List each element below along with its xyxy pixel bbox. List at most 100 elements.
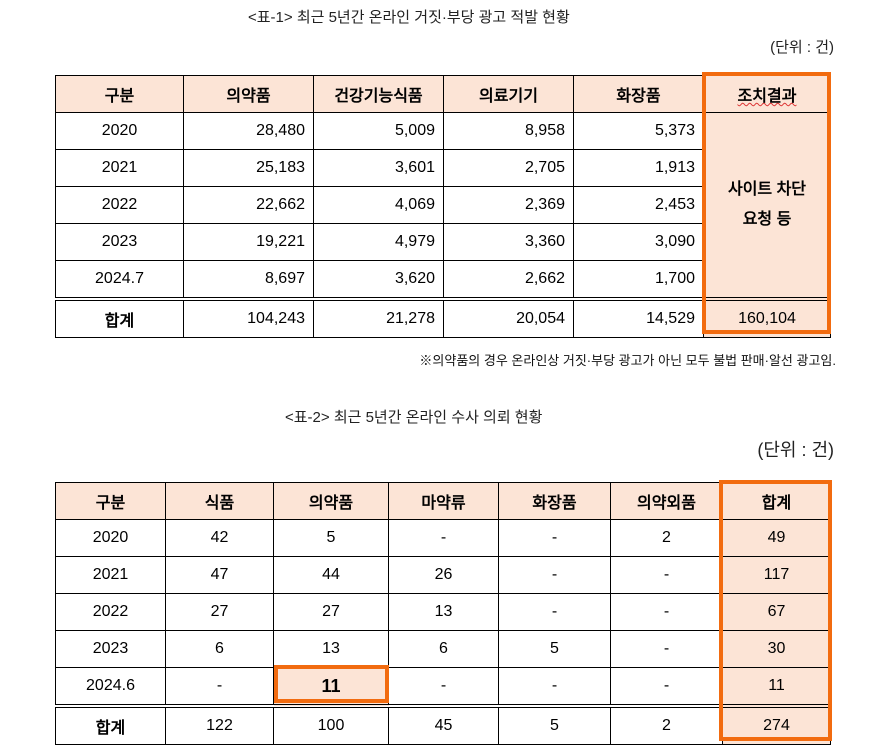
header-cell: 화장품	[573, 75, 704, 113]
value-cell: 22,662	[183, 186, 314, 224]
grand-total-cell: 274	[722, 704, 831, 745]
value-cell: 5,373	[573, 112, 704, 150]
value-cell: 42	[165, 519, 274, 557]
value-cell: 27	[165, 593, 274, 631]
value-cell: -	[498, 593, 611, 631]
total-cell: 20,054	[443, 297, 574, 338]
value-cell: 3,090	[573, 223, 704, 261]
value-cell: 2,705	[443, 149, 574, 187]
table-header-row: 구분 의약품 건강기능식품 의료기기 화장품 조치결과	[55, 75, 831, 113]
sum-cell: 49	[722, 519, 831, 557]
total-cell: 14,529	[573, 297, 704, 338]
table1-caption: <표-1> 최근 5년간 온라인 거짓·부당 광고 적발 현황	[248, 9, 570, 26]
year-cell: 2022	[55, 593, 166, 631]
value-cell: 2,369	[443, 186, 574, 224]
total-cell: 122	[165, 704, 274, 745]
value-cell: 5	[498, 630, 611, 668]
value-cell: -	[498, 556, 611, 594]
action-line-2: 요청 등	[742, 211, 792, 228]
value-cell: 4,979	[313, 223, 444, 261]
table1-note: ※의약품의 경우 온라인상 거짓·부당 광고가 아닌 모두 불법 판매·알선 광…	[419, 353, 836, 368]
total-cell: 100	[273, 704, 389, 745]
value-cell: 1,913	[573, 149, 704, 187]
value-cell: 2	[610, 519, 723, 557]
value-cell: 8,958	[443, 112, 574, 150]
header-cell: 조치결과	[703, 75, 831, 113]
year-cell: 2021	[55, 149, 184, 187]
table-row: 2024.6 - 11 - - - 11	[55, 667, 831, 707]
total-cell: 5	[498, 704, 611, 745]
table-header-row: 구분 식품 의약품 마약류 화장품 의약외품 합계	[55, 482, 831, 520]
header-cell: 구분	[55, 75, 184, 113]
value-cell: 2,453	[573, 186, 704, 224]
year-cell: 2023	[55, 223, 184, 261]
value-cell: 1,700	[573, 260, 704, 300]
year-cell: 2022	[55, 186, 184, 224]
value-cell: 13	[388, 593, 499, 631]
header-cell: 구분	[55, 482, 166, 520]
table1-unit: (단위 : 건)	[770, 39, 834, 56]
action-line-1: 사이트 차단	[727, 181, 807, 198]
value-cell: 26	[388, 556, 499, 594]
value-cell: -	[610, 630, 723, 668]
sum-cell: 30	[722, 630, 831, 668]
grand-total-cell: 160,104	[703, 297, 831, 338]
value-cell: -	[610, 556, 723, 594]
total-row: 합계 104,243 21,278 20,054 14,529 160,104	[55, 297, 831, 338]
total-cell: 21,278	[313, 297, 444, 338]
header-cell: 건강기능식품	[313, 75, 444, 113]
value-cell: 5	[273, 519, 389, 557]
header-cell: 식품	[165, 482, 274, 520]
header-cell: 의약품	[183, 75, 314, 113]
total-cell: 2	[610, 704, 723, 745]
table-row: 2024.7 8,697 3,620 2,662 1,700	[55, 260, 831, 300]
value-cell: 3,620	[313, 260, 444, 300]
value-cell: 6	[165, 630, 274, 668]
value-cell: -	[388, 519, 499, 557]
value-cell: 27	[273, 593, 389, 631]
year-cell: 2024.7	[55, 260, 184, 300]
value-cell: 13	[273, 630, 389, 668]
value-cell: 5,009	[313, 112, 444, 150]
value-cell: -	[165, 667, 274, 707]
value-cell: 6	[388, 630, 499, 668]
value-cell: 25,183	[183, 149, 314, 187]
sum-cell: 11	[722, 667, 831, 707]
year-cell: 2020	[55, 519, 166, 557]
value-cell: 19,221	[183, 223, 314, 261]
total-cell: 45	[388, 704, 499, 745]
table-row: 2022 27 27 13 - - 67	[55, 593, 831, 631]
table-row: 2021 47 44 26 - - 117	[55, 556, 831, 594]
table-row: 2021 25,183 3,601 2,705 1,913	[55, 149, 831, 187]
table-row: 2022 22,662 4,069 2,369 2,453	[55, 186, 831, 224]
year-cell: 2023	[55, 630, 166, 668]
value-cell: 44	[273, 556, 389, 594]
value-cell: -	[388, 667, 499, 707]
value-cell: -	[498, 519, 611, 557]
header-cell: 화장품	[498, 482, 611, 520]
header-cell: 의료기기	[443, 75, 574, 113]
total-cell: 104,243	[183, 297, 314, 338]
year-cell: 2024.6	[55, 667, 166, 707]
total-row: 합계 122 100 45 5 2 274	[55, 704, 831, 745]
header-action-text: 조치결과	[737, 88, 797, 105]
value-cell: -	[610, 593, 723, 631]
table2-unit: (단위 : 건)	[757, 440, 834, 460]
header-cell: 의약외품	[610, 482, 723, 520]
year-cell: 2020	[55, 112, 184, 150]
header-cell: 마약류	[388, 482, 499, 520]
table2-investigation: 구분 식품 의약품 마약류 화장품 의약외품 합계 2020 42 5 - - …	[55, 482, 831, 745]
table-row: 2023 6 13 6 5 - 30	[55, 630, 831, 668]
table1-enforcement: 구분 의약품 건강기능식품 의료기기 화장품 조치결과 2020 28,480 …	[55, 75, 831, 338]
table-row: 2023 19,221 4,979 3,360 3,090	[55, 223, 831, 261]
value-cell: 8,697	[183, 260, 314, 300]
value-cell: 3,360	[443, 223, 574, 261]
table2-caption: <표-2> 최근 5년간 온라인 수사 의뢰 현황	[285, 409, 543, 426]
sum-cell: 67	[722, 593, 831, 631]
total-label: 합계	[55, 297, 184, 338]
value-cell: 28,480	[183, 112, 314, 150]
value-cell: 2,662	[443, 260, 574, 300]
sum-cell: 117	[722, 556, 831, 594]
